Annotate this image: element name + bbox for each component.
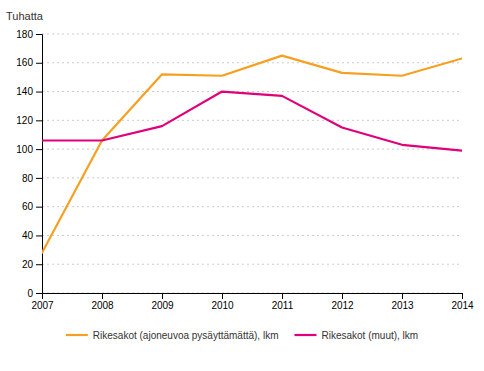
y-tick-mark [36, 149, 42, 150]
x-tick-mark [102, 293, 103, 299]
x-tick-label: 2009 [151, 300, 174, 311]
y-tick-mark [36, 235, 42, 236]
y-tick: 80 [22, 173, 42, 184]
y-tick-mark [36, 178, 42, 179]
y-tick: 160 [16, 57, 42, 68]
x-tick: 2012 [331, 293, 354, 311]
x-tick-mark [282, 293, 283, 299]
chart-container: 2007 2008 2009 2010 2011 2012 2013 2014 0 20 40 60 8… [0, 0, 484, 371]
x-tick-mark [222, 293, 223, 299]
y-tick: 40 [22, 230, 42, 241]
x-tick-label: 2007 [31, 300, 54, 311]
y-tick-label: 180 [16, 29, 33, 40]
plot: 2007 2008 2009 2010 2011 2012 2013 2014 0 20 40 60 8… [6, 10, 474, 311]
y-tick: 180 [16, 29, 42, 40]
y-axis-line [36, 35, 43, 294]
x-tick-label: 2013 [391, 300, 414, 311]
y-tick: 100 [16, 144, 42, 155]
legend-item: Rikesakot (muut), lkm [294, 330, 418, 341]
y-tick-label: 40 [22, 230, 34, 241]
y-tick-label: 120 [16, 115, 33, 126]
y-tick-mark [36, 207, 42, 208]
x-tick: 2008 [91, 293, 114, 311]
series-line [42, 56, 462, 253]
y-tick-label: 60 [22, 201, 34, 212]
y-tick-mark [36, 120, 42, 121]
x-tick-mark [162, 293, 163, 299]
y-tick-label: 20 [22, 259, 34, 270]
y-tick-label: 0 [27, 288, 33, 299]
grid-line [42, 149, 462, 150]
y-tick-mark [36, 92, 42, 93]
x-tick-label: 2010 [211, 300, 234, 311]
legend-item: Rikesakot (ajoneuvoa pysäyttämättä), lkm [66, 330, 279, 341]
y-axis: 0 20 40 60 80 100 120 140 160 180 [16, 29, 42, 299]
grid-line [42, 120, 462, 121]
grid-line [42, 177, 462, 178]
x-tick-label: 2012 [331, 300, 354, 311]
legend-swatch [294, 334, 316, 336]
grid-line [42, 91, 462, 92]
x-tick: 2013 [391, 293, 414, 311]
y-tick-mark [36, 34, 42, 35]
y-tick-mark [36, 264, 42, 265]
x-tick-label: 2014 [451, 300, 474, 311]
x-tick-mark [342, 293, 343, 299]
y-tick: 20 [22, 259, 42, 270]
y-tick: 60 [22, 201, 42, 212]
chart-svg: 2007 2008 2009 2010 2011 2012 2013 2014 0 20 40 60 8… [0, 0, 484, 371]
y-tick-label: 160 [16, 57, 33, 68]
x-tick-mark [462, 293, 463, 299]
grid [42, 34, 462, 293]
x-tick: 2014 [451, 293, 474, 311]
x-tick: 2009 [151, 293, 174, 311]
grid-line [42, 206, 462, 207]
legend-swatch [66, 334, 88, 336]
legend-label: Rikesakot (muut), lkm [321, 330, 418, 341]
x-tick: 2010 [211, 293, 234, 311]
grid-line [42, 235, 462, 236]
y-tick-mark [36, 293, 42, 294]
grid-line [42, 264, 462, 265]
grid-line [42, 62, 462, 63]
y-tick-mark [36, 63, 42, 64]
x-axis: 2007 2008 2009 2010 2011 2012 2013 2014 [31, 293, 474, 311]
y-tick-label: 80 [22, 173, 34, 184]
y-tick-label: 140 [16, 86, 33, 97]
legend: Rikesakot (ajoneuvoa pysäyttämättä), lkm… [66, 330, 418, 341]
x-axis-line [43, 294, 463, 300]
series-line [42, 92, 462, 151]
x-tick-label: 2008 [91, 300, 114, 311]
grid-line [42, 34, 462, 35]
y-tick: 0 [27, 288, 42, 299]
y-axis-label: Tuhatta [6, 10, 44, 22]
x-tick-mark [402, 293, 403, 299]
y-tick-label: 100 [16, 144, 33, 155]
x-tick: 2011 [272, 293, 294, 311]
y-tick: 120 [16, 115, 42, 126]
x-tick: 2007 [31, 293, 54, 311]
legend-label: Rikesakot (ajoneuvoa pysäyttämättä), lkm [93, 330, 279, 341]
x-tick-label: 2011 [272, 300, 294, 311]
series-group [42, 56, 462, 253]
y-tick: 140 [16, 86, 42, 97]
